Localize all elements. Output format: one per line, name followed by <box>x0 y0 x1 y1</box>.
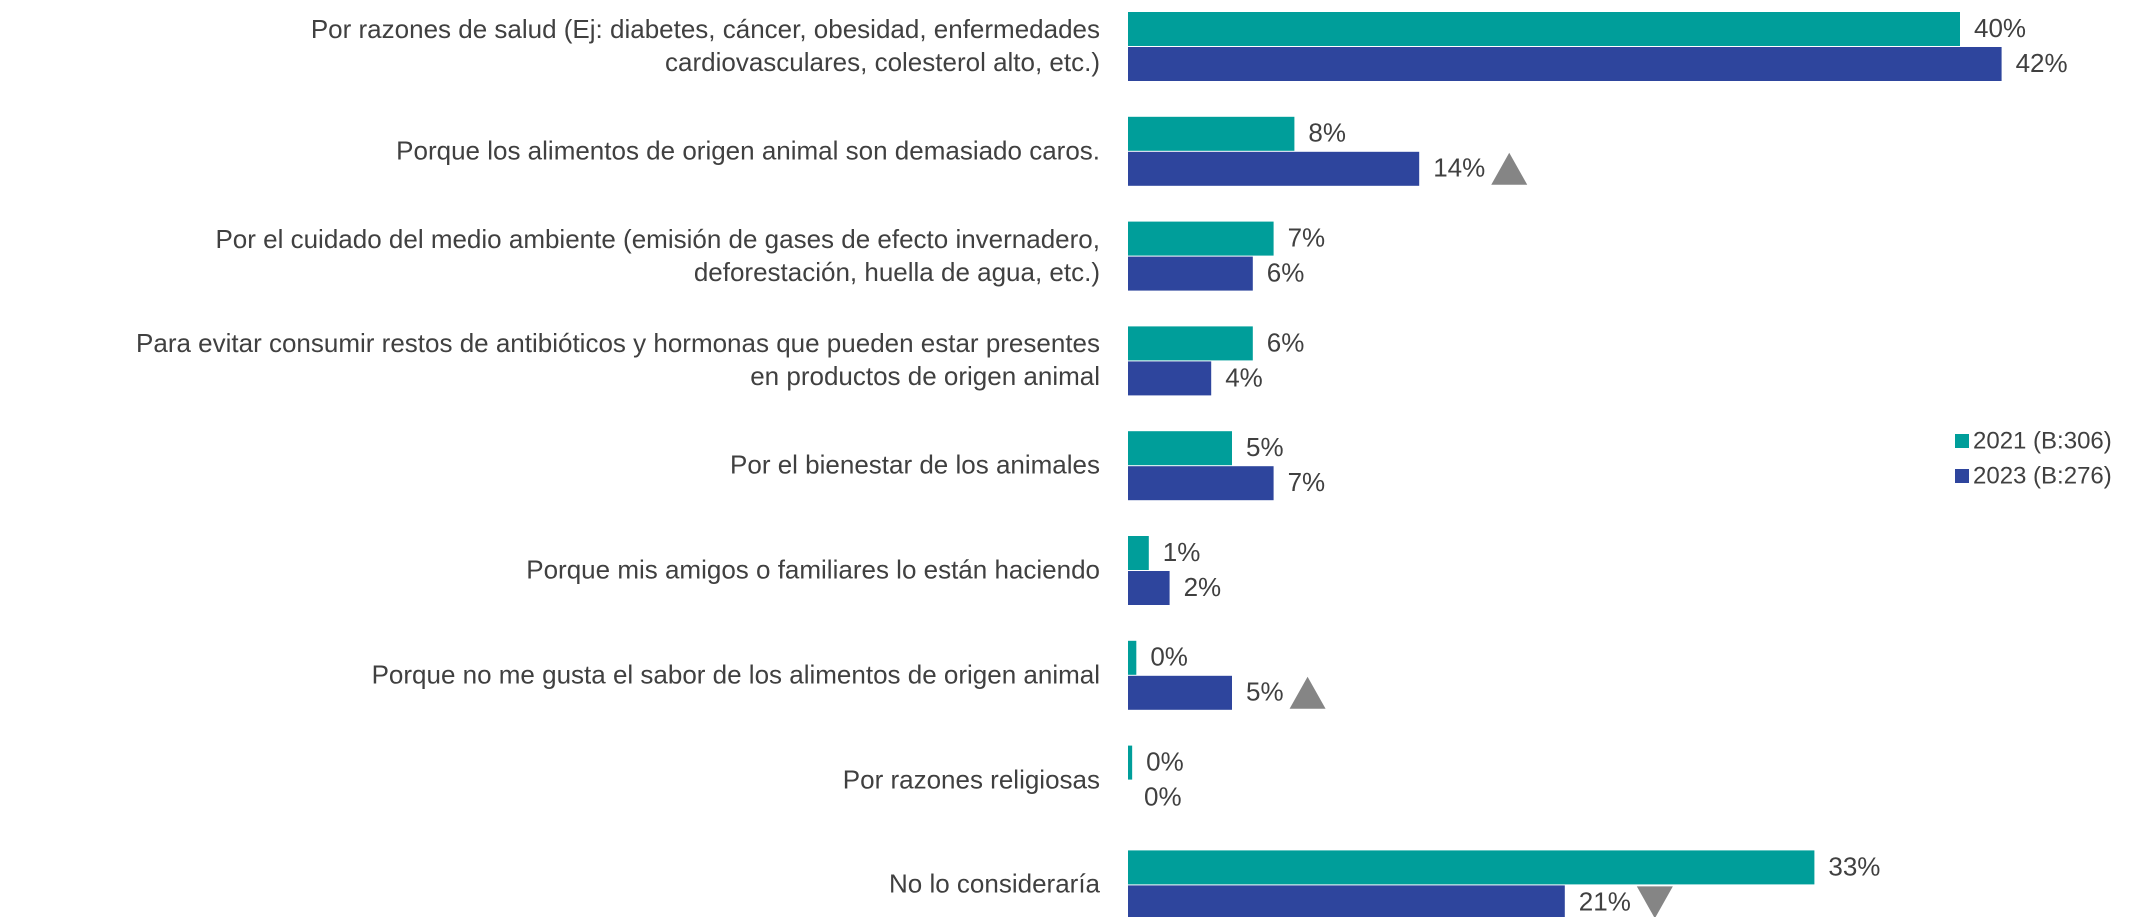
value-label: 0% <box>1146 746 1184 776</box>
category-label: Por razones de salud (Ej: diabetes, cánc… <box>310 14 1100 77</box>
bar <box>1128 571 1170 605</box>
value-label: 6% <box>1267 257 1305 287</box>
significance-marker <box>1491 152 1528 185</box>
legend: 2021 (B:306) 2023 (B:276) <box>1955 427 2112 489</box>
category-label: Por el cuidado del medio ambiente (emisi… <box>215 223 1100 287</box>
value-label: 40% <box>1974 13 2026 43</box>
bar <box>1128 885 1565 917</box>
value-label: 7% <box>1288 222 1326 252</box>
value-label: 21% <box>1579 886 1631 916</box>
bar <box>1128 361 1212 396</box>
bar <box>1128 221 1274 256</box>
legend-swatch <box>1955 469 1969 483</box>
category-label: Porque mis amigos o familiares lo están … <box>526 554 1100 585</box>
value-label: 5% <box>1246 432 1284 462</box>
category-label: No lo consideraría <box>889 868 1100 899</box>
value-label: 2% <box>1184 572 1222 602</box>
value-label: 4% <box>1225 362 1263 392</box>
value-label: 0% <box>1150 642 1188 672</box>
bar <box>1128 640 1137 675</box>
legend-label: 2021 (B:306) <box>1973 427 2112 454</box>
category-label: Porque no me gusta el sabor de los alime… <box>371 659 1100 690</box>
bar <box>1128 326 1253 361</box>
value-label: 1% <box>1163 537 1201 567</box>
bar <box>1128 431 1232 466</box>
category-label: Por razones religiosas <box>842 764 1100 795</box>
bar <box>1128 850 1815 885</box>
category-label: Por el bienestar de los animales <box>730 449 1100 480</box>
value-label: 14% <box>1433 153 1485 183</box>
bar <box>1128 116 1295 151</box>
value-label: 33% <box>1828 851 1880 881</box>
bar <box>1128 151 1420 186</box>
value-label: 0% <box>1144 781 1182 811</box>
value-label: 5% <box>1246 677 1284 707</box>
value-label: 6% <box>1267 327 1305 357</box>
category-label: Para evitar consumir restos de antibióti… <box>136 328 1100 392</box>
significance-marker <box>1289 676 1326 709</box>
bar <box>1128 47 2002 81</box>
bar <box>1128 536 1149 570</box>
bar <box>1128 12 1960 46</box>
bar <box>1128 256 1253 291</box>
bar <box>1128 745 1133 780</box>
value-label: 8% <box>1308 118 1346 148</box>
significance-marker <box>1636 886 1673 917</box>
value-label: 42% <box>2016 48 2068 78</box>
legend-label: 2023 (B:276) <box>1973 462 2112 489</box>
value-label: 7% <box>1288 467 1326 497</box>
legend-swatch <box>1955 434 1969 448</box>
category-label: Porque los alimentos de origen animal so… <box>396 135 1100 166</box>
bar <box>1128 466 1274 501</box>
bar <box>1128 675 1232 710</box>
